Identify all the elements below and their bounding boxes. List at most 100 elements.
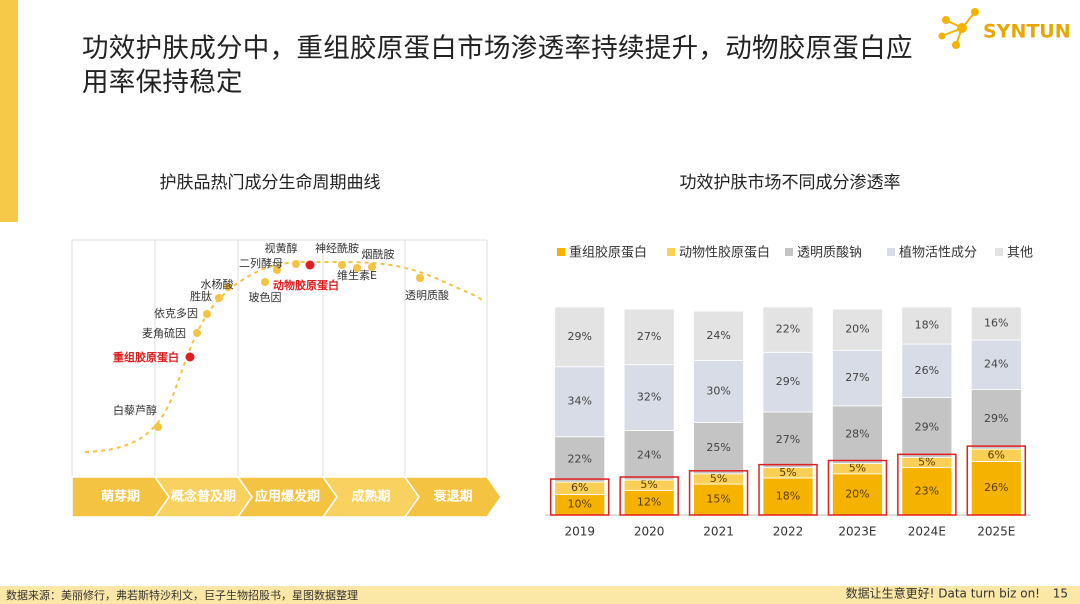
ingredient-label: 二列酵母 [239,256,283,270]
x-tick-label: 2025E [977,525,1015,539]
x-tick-label: 2019 [564,525,595,539]
value-label: 12% [637,496,661,509]
ingredient-dot [273,266,281,274]
stage-label: 衰退期 [432,489,472,505]
value-label: 29% [915,420,939,433]
value-label: 16% [984,316,1008,329]
value-label: 20% [845,323,869,336]
bar-segment [623,308,675,366]
highlight-box [688,470,749,516]
bar-segment [762,411,814,469]
stage-label: 成熟期 [351,489,390,505]
highlight-box [758,463,818,516]
value-label: 20% [845,487,869,500]
page-number: 15 [1053,587,1068,601]
value-label: 26% [984,481,1008,494]
x-tick-label: 2022 [773,525,804,539]
bar-segment [623,364,675,431]
value-label: 26% [915,364,939,377]
bar-segment [623,489,675,516]
ingredient-label: 玻色因 [249,290,282,304]
highlight-box [619,476,679,516]
value-label: 5% [849,462,866,475]
ingredient-dot [224,283,232,291]
ingredient-label: 依克多因 [154,306,198,320]
accent-bar [0,0,18,222]
value-label: 29% [984,412,1008,425]
ingredient-dot [353,264,361,272]
value-label: 24% [706,329,730,342]
value-label: 5% [640,478,657,491]
ingredient-dot [416,274,424,282]
bar-segment [554,306,606,368]
value-label: 30% [706,384,730,397]
value-label: 15% [706,493,730,506]
value-label: 32% [637,391,661,404]
ingredient-label: 麦角硫因 [142,326,186,340]
bar-segment [970,306,1022,341]
legend-swatch [557,248,565,256]
ingredient-label: 神经酰胺 [315,241,359,255]
bar-segment [832,349,883,407]
ingredient-label: 白藜芦醇 [113,403,157,417]
bar-segment [693,360,744,423]
legend-swatch [667,248,675,256]
bar-segment [693,310,744,361]
lifecycle-title: 护肤品热门成分生命周期曲线 [160,173,381,193]
bar-segment [901,343,953,399]
slide-title: 功效护肤成分中，重组胶原蛋白市场渗透率持续提升，动物胶原蛋白应用率保持稳定 [82,33,913,98]
ingredient-label: 重组胶原蛋白 [113,350,179,364]
legend-label: 植物活性成分 [899,246,977,261]
ingredient-label: 水杨酸 [201,277,234,291]
highlight-box [827,459,888,516]
ingredient-dot [203,310,211,318]
ingredient-label: 胜肽 [190,289,212,303]
x-tick-label: 2023E [838,525,876,539]
source: 数据来源：美丽修行，弗若斯特沙利文，巨子生物招股书，星图数据整理 [6,588,358,602]
value-label: 6% [571,481,588,494]
ingredient-dot [305,260,315,270]
highlight-box [897,453,957,516]
ingredient-dot [154,423,162,431]
bar-segment [762,351,814,413]
slogan: 数据让生意更好! Data turn biz on! [846,586,1040,601]
bar-segment [693,421,744,475]
value-label: 29% [776,375,800,388]
bar-segment [970,388,1022,450]
x-tick-label: 2021 [703,525,734,539]
logo-text: SYNTUN [983,21,1071,43]
stage-label: 应用爆发期 [255,489,320,505]
stage-label: 萌芽期 [101,489,140,505]
bar-segment [762,306,814,353]
legend-swatch [995,248,1003,256]
ingredient-label: 透明质酸 [405,288,449,302]
legend-label: 重组胶原蛋白 [569,245,647,261]
x-tick-label: 2024E [908,525,946,539]
bar-segment [832,473,883,516]
ingredient-label: 动物胶原蛋白 [273,278,339,292]
legend-label: 动物性胶原蛋白 [679,245,770,261]
footer-band [0,586,1080,604]
legend-swatch [887,248,895,256]
legend-label: 透明质酸钠 [797,246,862,261]
bar-segment [623,430,675,481]
legend-label: 其他 [1007,246,1033,261]
logo-icon [938,8,979,49]
ingredient-label: 维生素E [337,268,377,282]
ingredient-label: 视黄醇 [265,241,298,255]
value-label: 18% [915,319,939,332]
value-label: 22% [776,323,800,336]
value-label: 5% [918,455,935,468]
value-label: 6% [988,448,1005,461]
x-tick-label: 2020 [634,525,665,539]
value-label: 28% [845,428,869,441]
value-label: 5% [779,466,796,479]
value-label: 18% [776,489,800,502]
ingredient-dot [215,294,223,302]
bar-segment [554,436,606,483]
value-label: 22% [567,452,591,465]
ingredient-dot [193,329,201,337]
bar-segment [693,483,744,516]
